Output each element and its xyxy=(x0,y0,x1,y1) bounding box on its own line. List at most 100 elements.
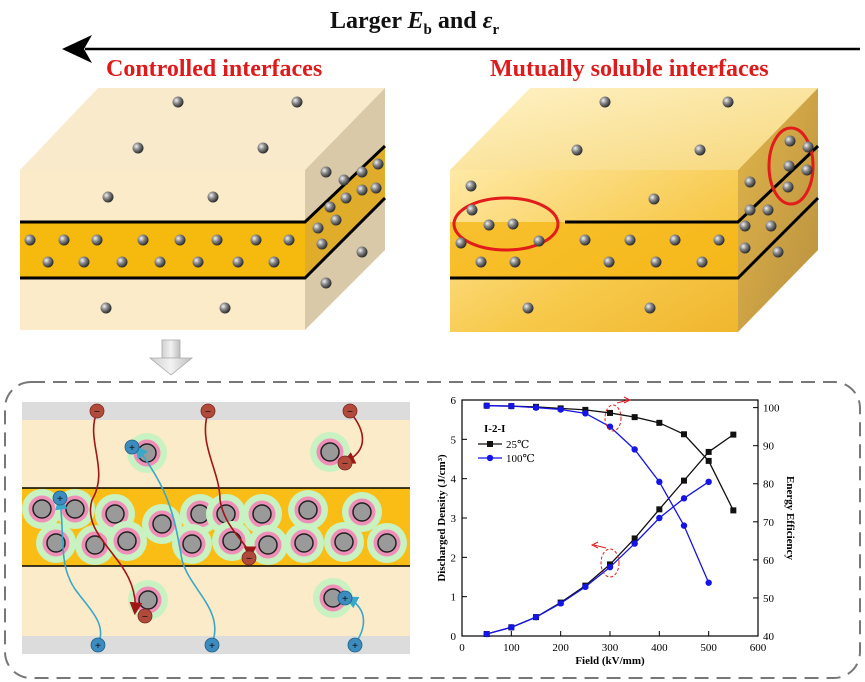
svg-text:+: + xyxy=(129,442,135,454)
nanoparticle xyxy=(232,256,244,268)
data-point xyxy=(557,600,564,607)
core-shell-particle xyxy=(342,492,382,532)
nanoparticle xyxy=(316,238,328,250)
nanoparticle xyxy=(509,256,521,268)
nanoparticle xyxy=(644,302,656,314)
nanoparticle xyxy=(648,193,660,205)
data-point xyxy=(607,409,613,416)
nanoparticle xyxy=(783,160,795,172)
data-point xyxy=(508,624,515,631)
nanoparticle xyxy=(370,182,382,194)
right-block-nanoparticles xyxy=(455,96,814,314)
y-left-axis-label: Discharged Density (J/cm³) xyxy=(436,454,448,582)
nanoparticle xyxy=(137,234,149,246)
nanoparticle xyxy=(174,234,186,246)
y-left-tick-label: 1 xyxy=(451,592,457,604)
y-left-tick-label: 3 xyxy=(451,513,457,525)
nanoparticle xyxy=(250,234,262,246)
data-point xyxy=(582,410,589,417)
nanoparticle xyxy=(571,144,583,156)
direction-arrow xyxy=(62,35,860,63)
data-point xyxy=(730,431,737,438)
nanoparticle xyxy=(722,96,734,108)
nanoparticle xyxy=(579,234,591,246)
hole-path xyxy=(54,496,102,645)
svg-text:−: − xyxy=(342,458,348,470)
nanoparticle xyxy=(802,141,814,153)
data-point xyxy=(656,514,663,522)
electron-charge: − xyxy=(200,403,216,419)
x-tick-label: 300 xyxy=(602,642,619,654)
charge-migration-paths xyxy=(54,411,365,645)
legend-marker xyxy=(487,441,493,447)
nanoparticle xyxy=(694,144,706,156)
legend-marker xyxy=(486,454,494,462)
nanoparticle xyxy=(154,256,166,268)
nanoparticle xyxy=(116,256,128,268)
legend-label: 25℃ xyxy=(506,439,529,451)
y-left-tick-label: 6 xyxy=(451,395,457,407)
nanoparticle xyxy=(696,256,708,268)
nanoparticle xyxy=(533,235,545,247)
mechanism-particles xyxy=(22,432,407,620)
nanoparticle xyxy=(132,142,144,154)
nanoparticle xyxy=(356,246,368,258)
data-point xyxy=(656,478,663,486)
svg-text:−: − xyxy=(205,406,211,418)
y-left-tick-label: 2 xyxy=(451,552,457,564)
hole-charge: + xyxy=(337,590,353,606)
y-left-tick-label: 5 xyxy=(451,434,457,446)
x-tick-label: 400 xyxy=(651,642,668,654)
core-shell-particle xyxy=(367,523,407,563)
hole-charge: + xyxy=(124,439,140,455)
y-right-axis-label: Energy Efficiency xyxy=(784,476,796,561)
data-point xyxy=(631,540,638,547)
nanoparticle xyxy=(744,204,756,216)
core-shell-particle xyxy=(288,490,328,530)
svg-text:−: − xyxy=(347,406,353,418)
data-point xyxy=(582,583,589,591)
density-marker xyxy=(600,548,620,578)
nanoparticle xyxy=(650,256,662,268)
svg-text:−: − xyxy=(142,611,148,623)
svg-text:+: + xyxy=(95,640,101,652)
series-line-right-3 xyxy=(486,405,710,583)
data-point xyxy=(631,446,638,453)
charge-carriers: − − − − − − + + + + + + xyxy=(52,403,363,653)
electron-path xyxy=(89,411,143,616)
data-point xyxy=(656,506,663,513)
data-point xyxy=(606,563,614,571)
data-point xyxy=(705,579,712,586)
data-point xyxy=(483,630,490,638)
nanoparticle xyxy=(291,96,303,108)
nanoparticle xyxy=(784,135,796,147)
nanoparticle xyxy=(312,222,324,234)
core-shell-particle xyxy=(313,578,353,618)
nanoparticle xyxy=(102,191,114,203)
data-point xyxy=(656,419,663,426)
nanoparticle xyxy=(283,234,295,246)
svg-text:+: + xyxy=(342,593,348,605)
nanoparticle xyxy=(320,277,332,289)
svg-text:+: + xyxy=(209,640,215,652)
x-tick-label: 500 xyxy=(700,642,717,654)
nanoparticle xyxy=(782,181,794,193)
data-point xyxy=(483,402,490,409)
core-shell-particle xyxy=(248,525,288,565)
data-point xyxy=(705,478,712,486)
y-right-tick-label: 80 xyxy=(763,479,775,491)
electron-path xyxy=(204,411,257,560)
chart-annotation: I-2-I xyxy=(484,423,505,435)
x-tick-label: 0 xyxy=(459,642,465,654)
density-marker-arrow xyxy=(593,544,607,549)
y-right-tick-label: 100 xyxy=(763,403,780,415)
nanoparticle xyxy=(603,256,615,268)
bottom-dashed-frame xyxy=(4,381,861,679)
efficiency-marker-arrow xyxy=(616,399,629,404)
y-left-tick-label: 4 xyxy=(451,474,457,486)
nanoparticle xyxy=(340,192,352,204)
nanoparticle xyxy=(475,256,487,268)
nanoparticle xyxy=(219,302,231,314)
svg-text:−: − xyxy=(246,553,252,565)
